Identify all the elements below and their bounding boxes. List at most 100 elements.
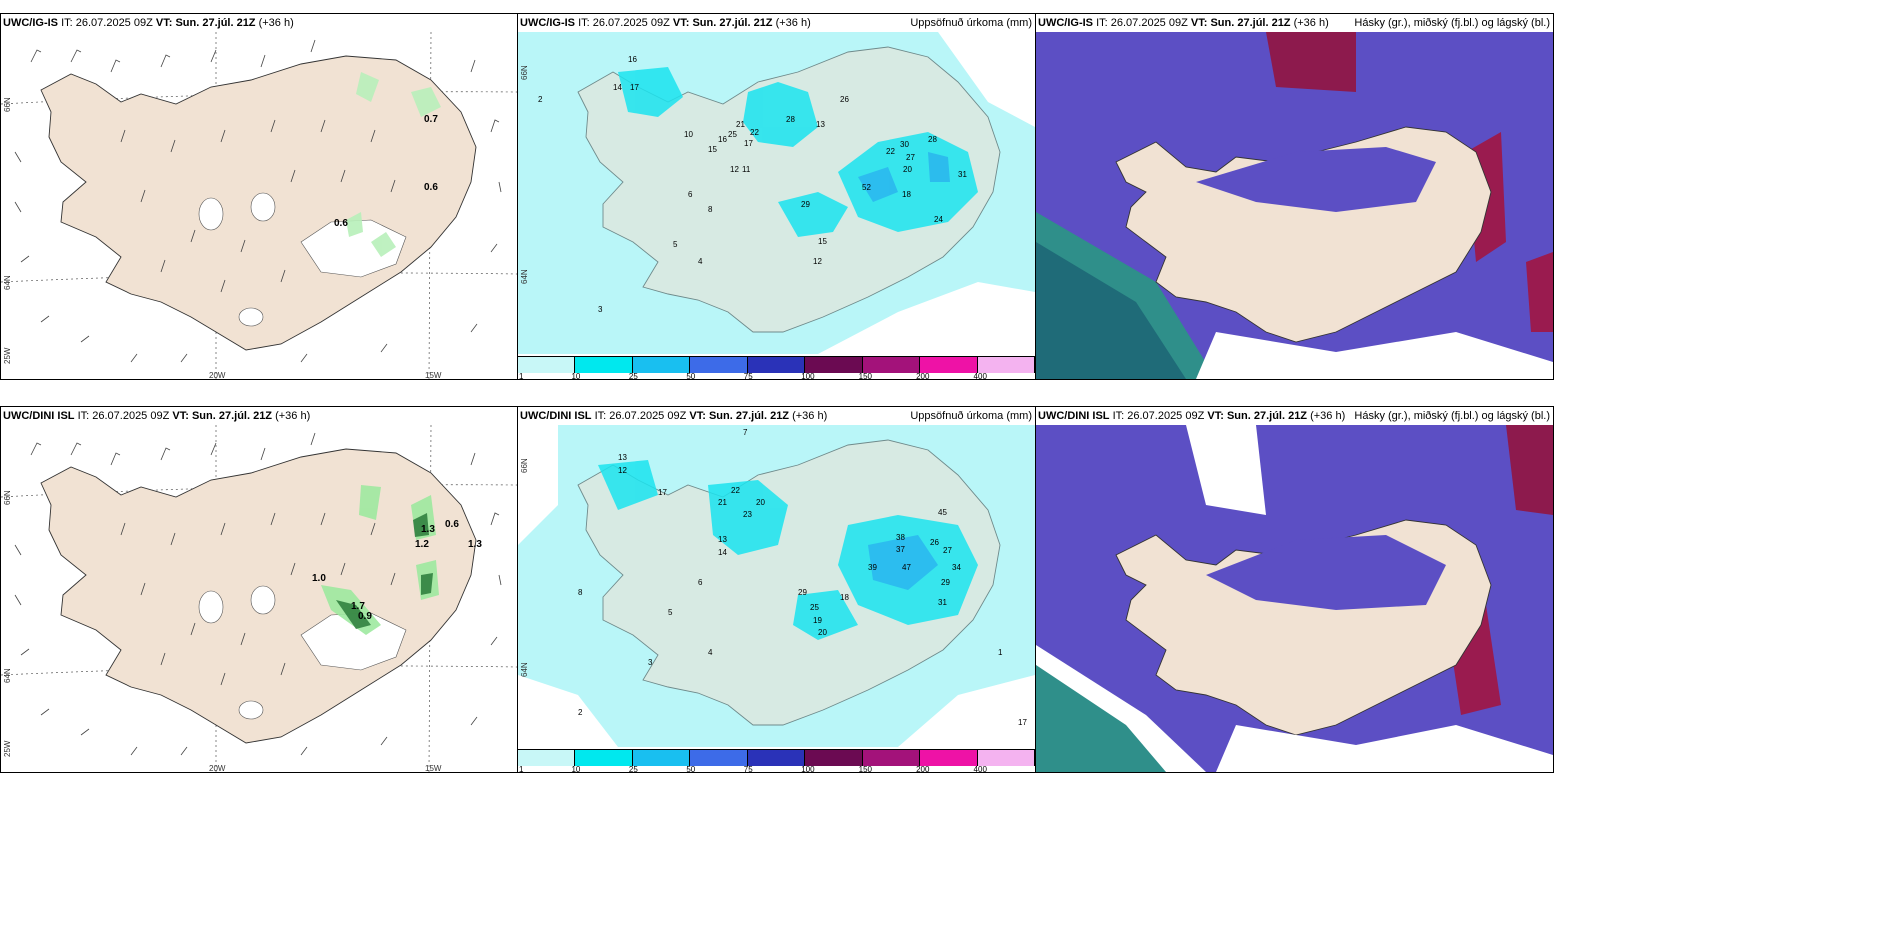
precip-value: 27 <box>943 546 952 555</box>
colorbar-tick: 200 <box>916 372 930 380</box>
panel-header: UWC/DINI ISL IT: 26.07.2025 09Z VT: Sun.… <box>3 410 311 422</box>
precip-value: 28 <box>786 115 795 124</box>
cloud-map <box>1036 425 1553 772</box>
colorbar-segment <box>632 357 691 373</box>
precip-value: 52 <box>862 183 871 192</box>
lon-label: 25W <box>3 347 12 364</box>
precip-value: 17 <box>630 83 639 92</box>
colorbar-segment <box>632 750 691 766</box>
precip-value: 19 <box>813 616 822 625</box>
precip-value: 20 <box>756 498 765 507</box>
precip-value: 38 <box>896 533 905 542</box>
precip-value: 16 <box>628 55 637 64</box>
precip-value: 23 <box>743 510 752 519</box>
lat-label: 66N <box>3 490 12 505</box>
colorbar-segment <box>977 750 1035 766</box>
precip-value: 24 <box>934 215 943 224</box>
precip-value: 6 <box>698 578 703 587</box>
precip-value: 47 <box>902 563 911 572</box>
map-panel-wind-top: UWC/IG-IS IT: 26.07.2025 09Z VT: Sun. 27… <box>0 13 518 380</box>
precip-value: 15 <box>708 145 717 154</box>
precip-value: 4 <box>708 648 713 657</box>
precip-value: 21 <box>718 498 727 507</box>
precip-value: 1 <box>998 648 1003 657</box>
colorbar-tick: 100 <box>801 765 815 773</box>
precip-value: 21 <box>736 120 745 129</box>
colorbar-tick: 150 <box>858 765 873 773</box>
map-panel-cloud-bottom: UWC/DINI ISL IT: 26.07.2025 09Z VT: Sun.… <box>1035 406 1554 773</box>
panel-header: UWC/IG-IS IT: 26.07.2025 09Z VT: Sun. 27… <box>1038 17 1329 29</box>
wind-label: 1.2 <box>415 539 429 550</box>
colorbar-tick: 50 <box>686 372 696 380</box>
colorbar-segment <box>690 750 748 766</box>
colorbar-tick: 25 <box>628 765 638 773</box>
precip-value: 12 <box>813 257 822 266</box>
colorbar-segment <box>805 750 863 766</box>
precip-value: 13 <box>816 120 825 129</box>
precip-value: 8 <box>708 205 713 214</box>
precip-value: 22 <box>750 128 759 137</box>
precip-value: 22 <box>886 147 895 156</box>
precip-title: Uppsöfnuð úrkoma (mm) <box>910 17 1032 29</box>
colorbar-segment <box>920 357 978 373</box>
colorbar-tick: 75 <box>743 372 753 380</box>
precip-value: 30 <box>900 140 909 149</box>
precip-value: 31 <box>958 170 967 179</box>
colorbar-tick: 75 <box>743 765 753 773</box>
colorbar-segment <box>862 357 921 373</box>
lat-label: 64N <box>520 662 529 677</box>
precip-value: 5 <box>673 240 678 249</box>
precip-value: 14 <box>613 83 622 92</box>
precip-value: 10 <box>684 130 693 139</box>
colorbar-tick: 150 <box>858 372 873 380</box>
precip-value: 8 <box>578 588 583 597</box>
precip-value: 15 <box>818 237 827 246</box>
cloud-map <box>1036 32 1553 379</box>
wind-label: 1.0 <box>312 573 326 584</box>
precip-value: 22 <box>731 486 740 495</box>
colorbar-segment <box>747 750 806 766</box>
wind-map: 0.7 0.6 0.6 <box>1 32 517 379</box>
colorbar-segment <box>862 750 921 766</box>
precip-value: 29 <box>798 588 807 597</box>
map-panel-precip-bottom: UWC/DINI ISL IT: 26.07.2025 09Z VT: Sun.… <box>517 406 1036 773</box>
wind-label: 1.7 <box>351 601 365 612</box>
precip-map: 16 14 17 10 15 16 21 25 22 17 28 26 13 1… <box>518 32 1035 354</box>
map-panel-precip-top: UWC/IG-IS IT: 26.07.2025 09Z VT: Sun. 27… <box>517 13 1036 380</box>
precip-value: 27 <box>906 153 915 162</box>
lat-label: 64N <box>3 668 12 683</box>
cloud-title: Hásky (gr.), miðský (fj.bl.) og lágský (… <box>1354 410 1550 422</box>
precip-value: 16 <box>718 135 727 144</box>
wind-label: 0.9 <box>358 611 372 622</box>
precip-value: 25 <box>728 130 737 139</box>
iceland-landmass <box>577 46 1001 333</box>
precip-value: 13 <box>718 535 727 544</box>
precip-value: 25 <box>810 603 819 612</box>
precip-value: 37 <box>896 545 905 554</box>
colorbar-tick: 1 <box>519 765 524 773</box>
colorbar-tick: 25 <box>628 372 638 380</box>
panel-header: UWC/DINI ISL IT: 26.07.2025 09Z VT: Sun.… <box>520 410 828 422</box>
lon-label: 15W <box>425 371 442 380</box>
wind-label: 1.3 <box>421 524 435 535</box>
panel-header: UWC/IG-IS IT: 26.07.2025 09Z VT: Sun. 27… <box>520 17 811 29</box>
colorbar-segment <box>690 357 748 373</box>
colorbar-segment <box>575 357 633 373</box>
precip-value: 34 <box>952 563 961 572</box>
precip-value: 12 <box>730 165 739 174</box>
precip-map: 13 12 17 21 22 20 23 14 13 29 38 37 47 2… <box>518 425 1035 747</box>
precip-value: 14 <box>718 548 727 557</box>
precip-value: 29 <box>801 200 810 209</box>
lat-label: 66N <box>3 97 12 112</box>
precip-value: 18 <box>840 593 849 602</box>
precip-value: 6 <box>688 190 693 199</box>
colorbar-segment <box>518 750 576 766</box>
colorbar-segment <box>977 357 1035 373</box>
lon-label: 20W <box>209 371 226 380</box>
precip-title: Uppsöfnuð úrkoma (mm) <box>910 410 1032 422</box>
wind-label: 1.3 <box>468 539 482 550</box>
wind-label: 0.6 <box>334 218 348 229</box>
colorbar-segment <box>805 357 863 373</box>
precip-colorbar <box>518 749 1035 766</box>
colorbar-segment <box>747 357 806 373</box>
